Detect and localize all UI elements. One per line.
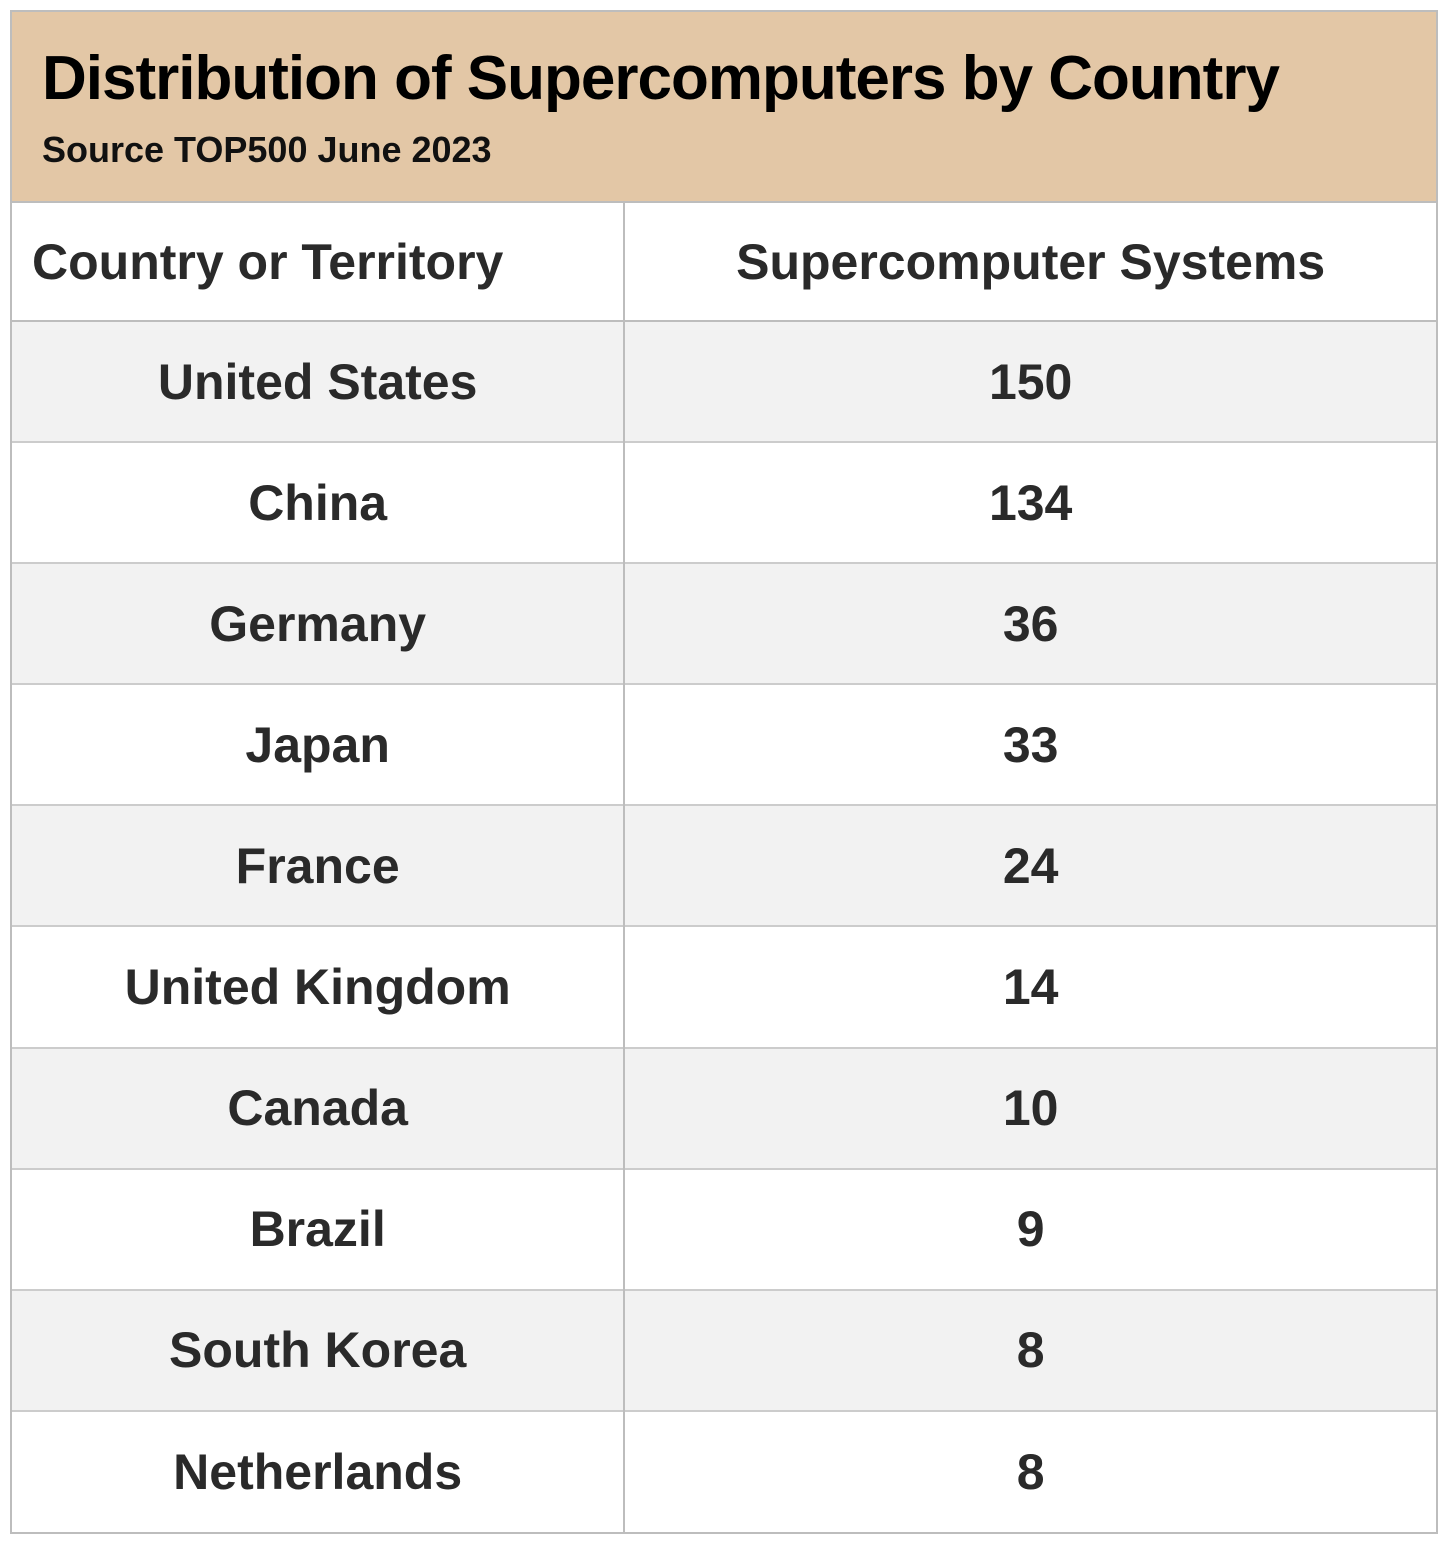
cell-value: 14 — [1002, 959, 1059, 1016]
column-header-systems: Supercomputer Systems — [624, 203, 1436, 323]
header-row: Country or Territory Supercomputer Syste… — [12, 203, 1436, 323]
cell-country: South Korea — [12, 1289, 626, 1411]
cell-value: 8 — [1016, 1443, 1045, 1500]
cell-country: Netherlands — [12, 1410, 626, 1532]
header-band: Distribution of Supercomputers by Countr… — [12, 12, 1436, 204]
table-row: United States 150 — [12, 321, 1436, 443]
supercomputers-table: Country or Territory Supercomputer Syste… — [12, 203, 1436, 1532]
cell-value: 134 — [988, 474, 1073, 531]
table-row: South Korea 8 — [12, 1289, 1436, 1411]
cell-value: 33 — [1002, 716, 1059, 773]
table-row: Brazil 9 — [12, 1168, 1436, 1290]
table-body: United States 150 China 134 Germany 36 J… — [12, 321, 1436, 1532]
cell-value: 24 — [1002, 837, 1059, 894]
cell-country: United Kingdom — [12, 926, 626, 1048]
cell-country: Germany — [12, 563, 626, 685]
cell-country: Brazil — [12, 1168, 626, 1290]
cell-country: Japan — [12, 684, 626, 806]
table-row: Japan 33 — [12, 684, 1436, 806]
cell-value: 36 — [1002, 595, 1059, 652]
table-row: United Kingdom 14 — [12, 926, 1436, 1048]
cell-country: Canada — [12, 1047, 626, 1169]
table-row: Netherlands 8 — [12, 1410, 1436, 1532]
cell-value: 150 — [988, 353, 1073, 410]
table-frame: Distribution of Supercomputers by Countr… — [10, 10, 1438, 1534]
cell-country: United States — [12, 321, 626, 443]
table-header: Country or Territory Supercomputer Syste… — [12, 203, 1436, 323]
page-title: Distribution of Supercomputers by Countr… — [42, 44, 1280, 113]
table-row: Germany 36 — [12, 563, 1436, 685]
table-row: France 24 — [12, 805, 1436, 927]
cell-value: 8 — [1016, 1322, 1045, 1379]
table-row: Canada 10 — [12, 1047, 1436, 1169]
cell-country: China — [12, 442, 626, 564]
page-subtitle: Source TOP500 June 2023 — [42, 129, 492, 171]
cell-value: 9 — [1016, 1201, 1045, 1258]
column-header-country: Country or Territory — [12, 203, 626, 323]
cell-value: 10 — [1002, 1080, 1059, 1137]
cell-country: France — [12, 805, 626, 927]
table-row: China 134 — [12, 442, 1436, 564]
